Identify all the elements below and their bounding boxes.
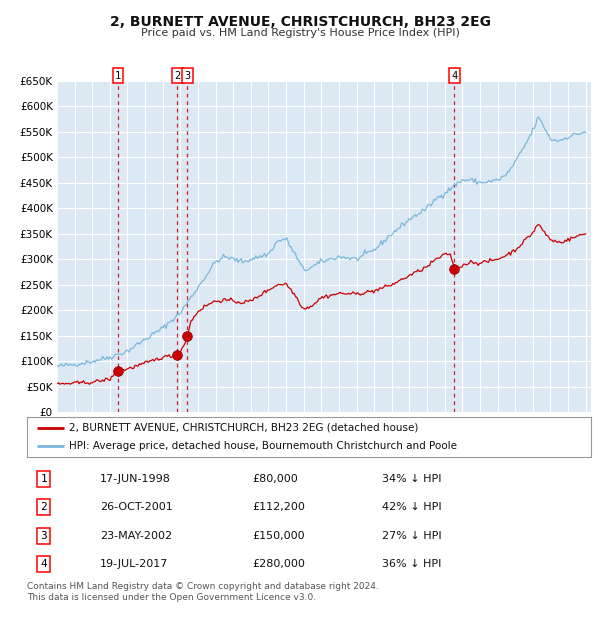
- Text: 3: 3: [41, 531, 47, 541]
- Text: Contains HM Land Registry data © Crown copyright and database right 2024.
This d: Contains HM Land Registry data © Crown c…: [27, 582, 379, 603]
- Text: £280,000: £280,000: [253, 559, 305, 569]
- Text: 2, BURNETT AVENUE, CHRISTCHURCH, BH23 2EG (detached house): 2, BURNETT AVENUE, CHRISTCHURCH, BH23 2E…: [70, 422, 419, 433]
- Text: 17-JUN-1998: 17-JUN-1998: [100, 474, 171, 484]
- Text: 36% ↓ HPI: 36% ↓ HPI: [382, 559, 442, 569]
- Text: Price paid vs. HM Land Registry's House Price Index (HPI): Price paid vs. HM Land Registry's House …: [140, 28, 460, 38]
- Text: HPI: Average price, detached house, Bournemouth Christchurch and Poole: HPI: Average price, detached house, Bour…: [70, 441, 457, 451]
- Text: 27% ↓ HPI: 27% ↓ HPI: [382, 531, 442, 541]
- Text: 42% ↓ HPI: 42% ↓ HPI: [382, 502, 442, 512]
- Text: £150,000: £150,000: [253, 531, 305, 541]
- Text: 2: 2: [174, 71, 181, 81]
- Text: 4: 4: [451, 71, 458, 81]
- Text: 3: 3: [184, 71, 190, 81]
- Text: 34% ↓ HPI: 34% ↓ HPI: [382, 474, 442, 484]
- Text: £80,000: £80,000: [253, 474, 298, 484]
- Text: 19-JUL-2017: 19-JUL-2017: [100, 559, 169, 569]
- Text: 26-OCT-2001: 26-OCT-2001: [100, 502, 173, 512]
- Text: 2: 2: [41, 502, 47, 512]
- Text: 1: 1: [115, 71, 121, 81]
- Text: 23-MAY-2002: 23-MAY-2002: [100, 531, 172, 541]
- Text: 4: 4: [41, 559, 47, 569]
- Text: £112,200: £112,200: [253, 502, 305, 512]
- Text: 1: 1: [41, 474, 47, 484]
- Text: 2, BURNETT AVENUE, CHRISTCHURCH, BH23 2EG: 2, BURNETT AVENUE, CHRISTCHURCH, BH23 2E…: [110, 16, 491, 30]
